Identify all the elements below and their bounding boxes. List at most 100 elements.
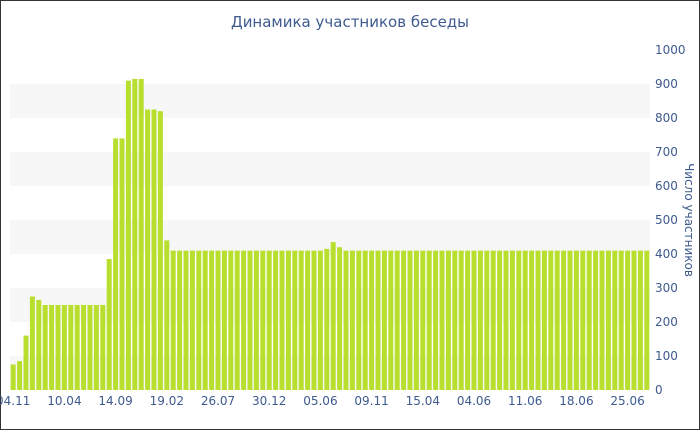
bar: [292, 250, 298, 390]
bar: [420, 250, 426, 390]
bar: [330, 242, 336, 390]
bar: [343, 250, 349, 390]
bar: [93, 305, 99, 390]
bar: [157, 111, 163, 390]
bar: [215, 250, 221, 390]
bar: [509, 250, 515, 390]
bar: [381, 250, 387, 390]
bar: [471, 250, 477, 390]
grid-band: [10, 84, 650, 118]
x-tick-label: 30.12: [252, 394, 286, 408]
bar: [125, 80, 131, 390]
x-tick-label: 15.04: [406, 394, 440, 408]
bar: [573, 250, 579, 390]
x-tick-label: 09.11: [354, 394, 388, 408]
bar: [465, 250, 471, 390]
bar: [23, 335, 29, 390]
bar: [561, 250, 567, 390]
bar: [10, 364, 16, 390]
bar: [644, 250, 650, 390]
bar: [612, 250, 618, 390]
y-axis-ticks: 0 100 200 300 400 500 600 700 800 900 1000: [655, 43, 686, 397]
bar: [529, 250, 535, 390]
x-tick-label: 18.06: [559, 394, 593, 408]
bar: [407, 250, 413, 390]
bar: [337, 247, 343, 390]
bar: [81, 305, 87, 390]
bar: [29, 296, 35, 390]
bar: [426, 250, 432, 390]
grid-bands: [10, 84, 650, 390]
bar: [234, 250, 240, 390]
bar: [458, 250, 464, 390]
y-tick-label: 700: [655, 145, 678, 159]
x-tick-label: 11.06: [508, 394, 542, 408]
bar: [593, 250, 599, 390]
bar: [113, 138, 119, 390]
bar: [106, 259, 112, 390]
bar: [605, 250, 611, 390]
y-tick-label: 200: [655, 315, 678, 329]
bar: [497, 250, 503, 390]
y-tick-label: 900: [655, 77, 678, 91]
bar: [445, 250, 451, 390]
bar: [100, 305, 106, 390]
bar: [260, 250, 266, 390]
bar: [317, 250, 323, 390]
bar: [433, 250, 439, 390]
bar: [177, 250, 183, 390]
bar: [477, 250, 483, 390]
bar: [74, 305, 80, 390]
bar: [132, 78, 138, 391]
bar: [541, 250, 547, 390]
bar: [324, 248, 330, 390]
x-tick-label: 10.04: [47, 394, 81, 408]
y-tick-label: 500: [655, 213, 678, 227]
bar: [298, 250, 304, 390]
bar: [228, 250, 234, 390]
bar: [362, 250, 368, 390]
y-tick-label: 1000: [655, 43, 686, 57]
grid-band: [10, 220, 650, 254]
grid-band: [10, 356, 650, 390]
chart-title: Динамика участников беседы: [230, 13, 470, 31]
bar: [625, 250, 631, 390]
bar: [484, 250, 490, 390]
y-tick-label: 100: [655, 349, 678, 363]
bar: [452, 250, 458, 390]
bar: [439, 250, 445, 390]
bar: [241, 250, 247, 390]
bar: [637, 250, 643, 390]
bar: [17, 361, 23, 390]
bar: [145, 109, 151, 390]
x-tick-label: 26.07: [201, 394, 235, 408]
bar: [311, 250, 317, 390]
bar: [394, 250, 400, 390]
bar: [151, 109, 157, 390]
bar: [548, 250, 554, 390]
y-tick-label: 600: [655, 179, 678, 193]
y-tick-label: 300: [655, 281, 678, 295]
bar: [631, 250, 637, 390]
grid-band: [10, 152, 650, 186]
x-tick-label: 05.06: [303, 394, 337, 408]
y-axis-title: Число участников: [682, 163, 696, 277]
x-tick-label: 14.09: [98, 394, 132, 408]
x-axis-ticks: 04.11 10.04 14.09 19.02 26.07 30.12 05.06 09.11…: [0, 394, 645, 408]
bar: [535, 250, 541, 390]
bar: [503, 250, 509, 390]
bar: [369, 250, 375, 390]
bar: [61, 305, 67, 390]
bar: [356, 250, 362, 390]
bar: [189, 250, 195, 390]
bar: [253, 250, 259, 390]
bar: [138, 78, 144, 391]
bar: [55, 305, 61, 390]
bar: [388, 250, 394, 390]
bar: [119, 138, 125, 390]
y-tick-label: 800: [655, 111, 678, 125]
bar: [375, 250, 381, 390]
bar: [516, 250, 522, 390]
bar: [273, 250, 279, 390]
